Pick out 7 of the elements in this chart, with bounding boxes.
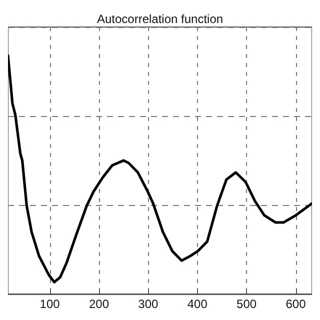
x-tick-label: 600 <box>286 297 306 311</box>
x-tick-label: 500 <box>236 297 257 311</box>
x-tick-label: 200 <box>88 297 110 311</box>
chart-title: Autocorrelation function <box>96 12 224 26</box>
x-tick-label: 400 <box>187 297 208 311</box>
x-tick-label: 300 <box>138 297 159 311</box>
x-tick-label: 100 <box>40 297 60 311</box>
